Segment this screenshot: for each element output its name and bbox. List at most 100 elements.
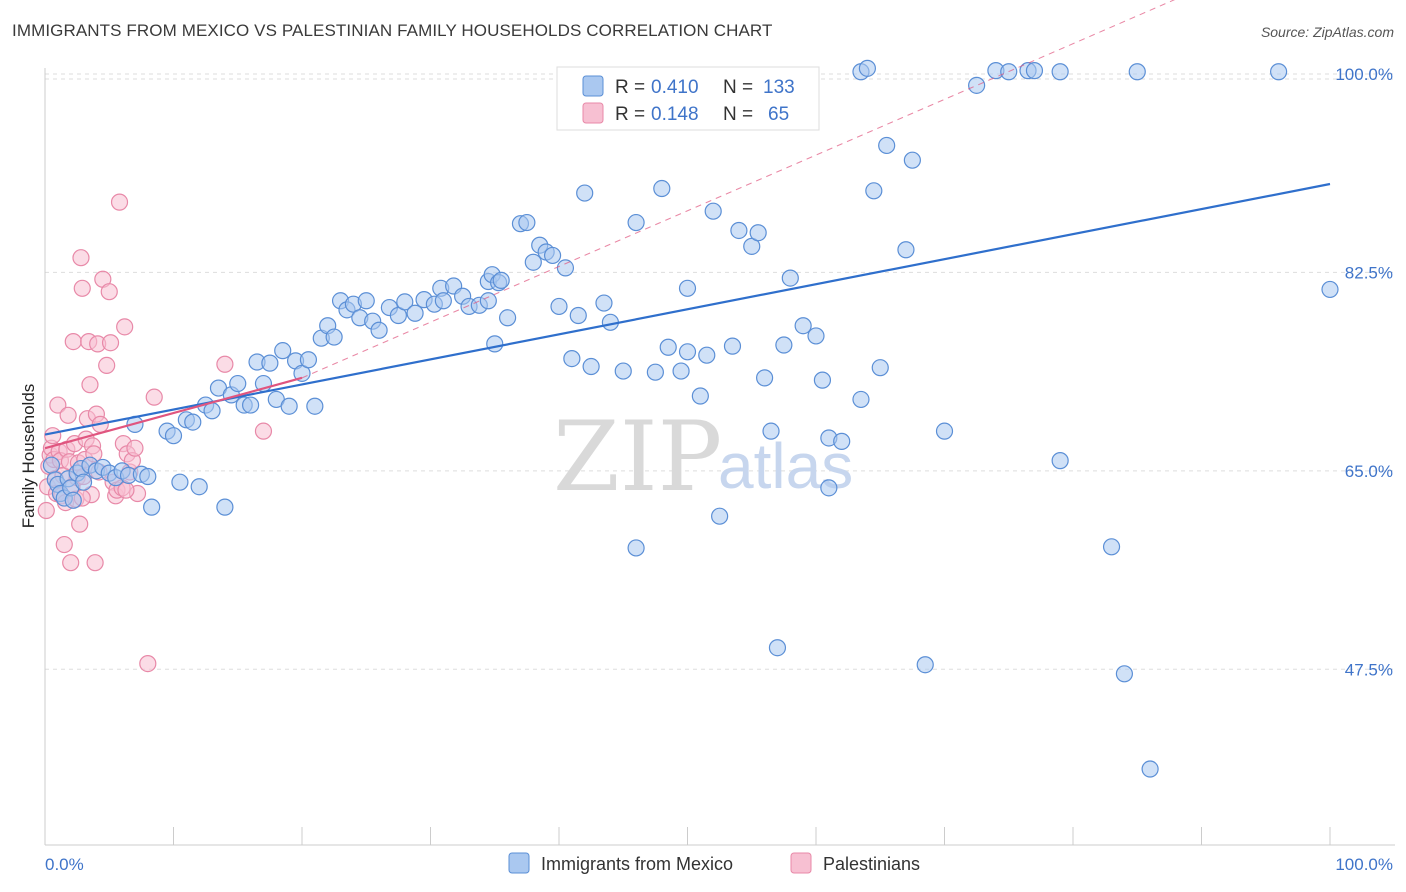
palestinians-point [139, 654, 157, 673]
mexico-point [203, 402, 221, 420]
mexico-point [1051, 452, 1069, 470]
palestinians-point [37, 501, 55, 520]
mexico-point [143, 498, 161, 516]
mexico-point [524, 253, 542, 271]
legend-swatch-pink [582, 102, 604, 124]
mexico-point [274, 342, 292, 360]
mexico-point [184, 413, 202, 431]
legend-n-value: 65 [768, 104, 789, 125]
mexico-point [858, 59, 877, 77]
mexico-point [1269, 63, 1288, 81]
mexico-point [1321, 280, 1339, 299]
watermark: ZIP atlas [553, 401, 853, 513]
mexico-point [74, 473, 93, 491]
mexico-point [242, 396, 260, 414]
mexico-point [627, 213, 645, 232]
mexico-point [749, 224, 767, 242]
mexico-point [556, 259, 575, 277]
correlation-legend: R = 0.410 N = 133 R = 0.148 N = 65 [556, 66, 820, 131]
x-tick-label-max: 100.0% [1335, 855, 1393, 874]
legend-swatch-blue [582, 75, 604, 97]
mexico-point [543, 246, 562, 265]
source-credit: Source: ZipAtlas.com [1260, 24, 1394, 40]
axis-layer [44, 68, 1395, 846]
palestinians-points [37, 193, 273, 673]
series-legend: Immigrants from Mexico Palestinians [508, 852, 920, 874]
palestinians-trend-extension [301, 0, 1176, 379]
palestinians-point [49, 396, 67, 414]
mexico-point [968, 76, 986, 94]
mexico-point [935, 422, 954, 440]
mexico-point [576, 184, 594, 202]
y-axis-label: Family Households [19, 384, 38, 529]
mexico-point [755, 369, 774, 387]
mexico-point [190, 478, 208, 496]
mexico-point [794, 317, 812, 335]
mexico-point [820, 479, 838, 497]
palestinians-point [64, 332, 82, 351]
chart-title: IMMIGRANTS FROM MEXICO VS PALESTINIAN FA… [12, 21, 773, 40]
mexico-point [582, 357, 600, 376]
mexico-point [171, 473, 189, 491]
mexico-point [723, 337, 742, 355]
y-tick-label: 82.5% [1345, 263, 1393, 282]
palestinians-point [59, 406, 77, 424]
mexico-point [595, 294, 613, 312]
mexico-point [406, 304, 424, 322]
mexico-points [42, 59, 1339, 778]
legend-n-label: N = [723, 104, 753, 125]
mexico-point [396, 293, 414, 311]
mexico-point [164, 427, 183, 445]
mexico-point [698, 346, 716, 364]
palestinians-trend-line [44, 376, 303, 450]
mexico-point [711, 507, 729, 525]
legend-r-label: R = [615, 104, 645, 125]
palestinians-point [44, 427, 62, 445]
x-tick-labels: 0.0% 100.0% [45, 855, 1393, 874]
mexico-point [569, 306, 587, 325]
mexico-point [833, 432, 851, 450]
mexico-point [64, 491, 82, 509]
mexico-point [646, 363, 664, 381]
mexico-trend-line [44, 182, 1331, 436]
mexico-point [139, 467, 157, 486]
mexico-point [871, 359, 889, 377]
mexico-point [550, 297, 568, 316]
legend-r-value: 0.148 [651, 104, 699, 125]
mexico-point [678, 343, 697, 361]
palestinians-point [126, 439, 144, 457]
mexico-point [563, 349, 581, 368]
mexico-point [678, 279, 697, 297]
mexico-point [1128, 63, 1146, 81]
palestinians-point [71, 515, 89, 533]
mexico-point [813, 371, 832, 389]
mexico-point [518, 213, 536, 232]
mexico-point [1025, 62, 1044, 80]
legend-r-label: R = [615, 77, 645, 98]
mexico-point [370, 321, 388, 339]
mexico-point [781, 269, 799, 287]
mexico-point [216, 498, 234, 516]
palestinians-point [110, 193, 129, 211]
mexico-point [903, 151, 921, 169]
mexico-point [306, 397, 324, 415]
palestinians-point [145, 388, 163, 406]
palestinians-point [73, 279, 91, 297]
mexico-point [280, 397, 298, 415]
mexico-point [672, 362, 690, 380]
palestinians-point [116, 318, 134, 336]
palestinians-point [216, 355, 234, 373]
mexico-point [768, 639, 787, 657]
mexico-point [261, 354, 279, 372]
mexico-point [878, 136, 896, 155]
series-legend-swatch-pink [790, 852, 812, 874]
mexico-point [1051, 63, 1069, 81]
mexico-point [499, 309, 517, 327]
mexico-point [916, 656, 934, 674]
trend-layer [44, 0, 1331, 450]
mexico-point [357, 292, 375, 310]
mexico-point [486, 335, 504, 353]
y-tick-label: 65.0% [1345, 462, 1393, 481]
y-tick-labels: 47.5% 65.0% 82.5% 100.0% [1335, 65, 1393, 679]
legend-r-value: 0.410 [651, 77, 699, 98]
